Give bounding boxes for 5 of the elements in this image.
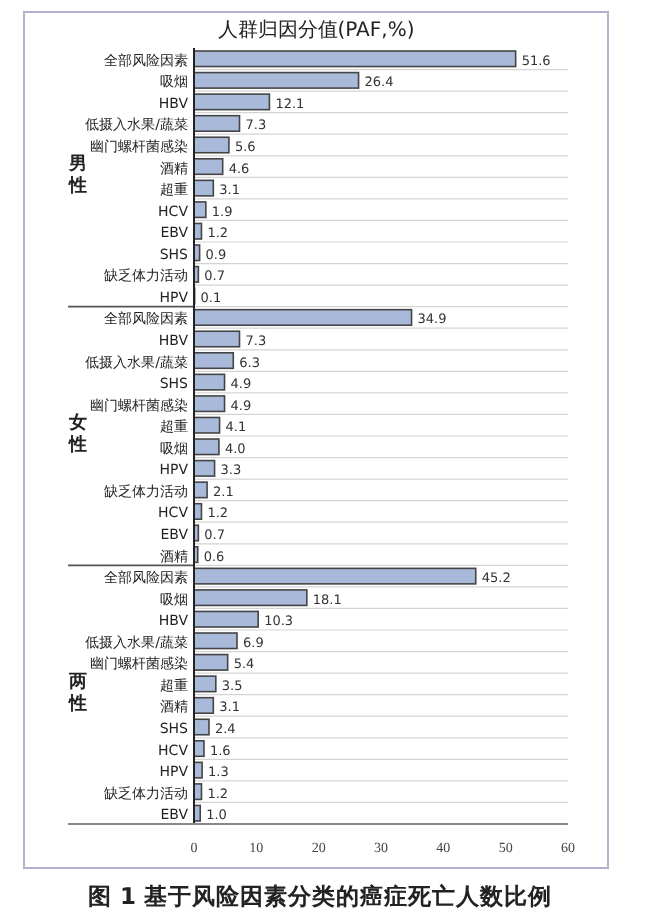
chart-title: 人群归因分值(PAF,%) <box>217 18 415 42</box>
text: 女性 <box>67 412 87 456</box>
caption: 图 1 基于风险因素分类的癌症死亡人数比例 <box>87 882 553 910</box>
text: 两性 <box>67 670 87 715</box>
text: 男性 <box>67 153 87 198</box>
